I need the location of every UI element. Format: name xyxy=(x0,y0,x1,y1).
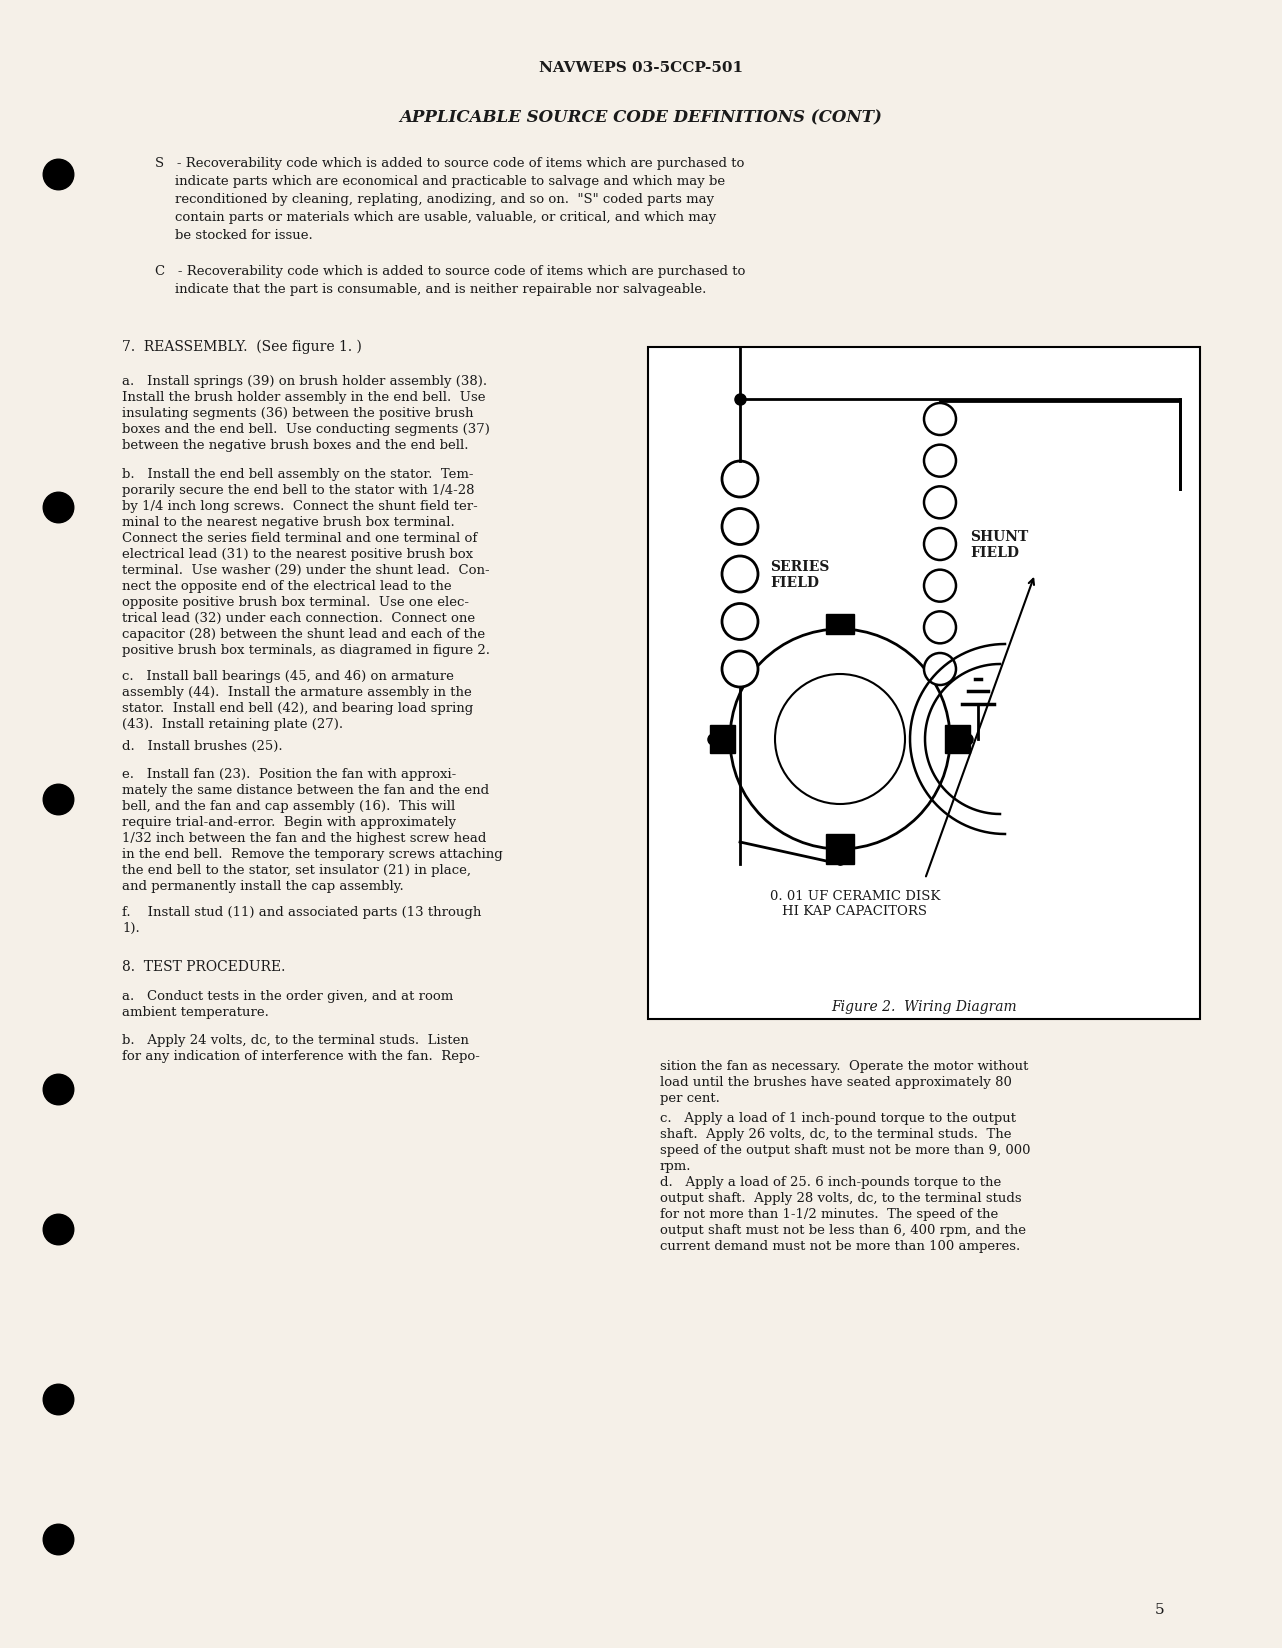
Text: for any indication of interference with the fan.  Repo-: for any indication of interference with … xyxy=(122,1050,479,1063)
Text: bell, and the fan and cap assembly (16).  This will: bell, and the fan and cap assembly (16).… xyxy=(122,799,455,812)
Circle shape xyxy=(722,651,758,687)
Text: boxes and the end bell.  Use conducting segments (37): boxes and the end bell. Use conducting s… xyxy=(122,424,490,435)
Text: for not more than 1-1/2 minutes.  The speed of the: for not more than 1-1/2 minutes. The spe… xyxy=(660,1208,999,1220)
Text: 7.  REASSEMBLY.  (See figure 1. ): 7. REASSEMBLY. (See figure 1. ) xyxy=(122,339,362,354)
Text: reconditioned by cleaning, replating, anodizing, and so on.  "S" coded parts may: reconditioned by cleaning, replating, an… xyxy=(176,193,714,206)
Text: shaft.  Apply 26 volts, dc, to the terminal studs.  The: shaft. Apply 26 volts, dc, to the termin… xyxy=(660,1127,1011,1140)
Text: 1/32 inch between the fan and the highest screw head: 1/32 inch between the fan and the highes… xyxy=(122,832,486,844)
Text: opposite positive brush box terminal.  Use one elec-: opposite positive brush box terminal. Us… xyxy=(122,595,469,608)
Text: porarily secure the end bell to the stator with 1/4-28: porarily secure the end bell to the stat… xyxy=(122,485,474,496)
Text: sition the fan as necessary.  Operate the motor without: sition the fan as necessary. Operate the… xyxy=(660,1060,1028,1073)
Bar xyxy=(945,725,970,753)
Text: ambient temperature.: ambient temperature. xyxy=(122,1005,269,1018)
Text: in the end bell.  Remove the temporary screws attaching: in the end bell. Remove the temporary sc… xyxy=(122,847,503,860)
Text: the end bell to the stator, set insulator (21) in place,: the end bell to the stator, set insulato… xyxy=(122,864,470,877)
Text: stator.  Install end bell (42), and bearing load spring: stator. Install end bell (42), and beari… xyxy=(122,702,473,715)
Text: by 1/4 inch long screws.  Connect the shunt field ter-: by 1/4 inch long screws. Connect the shu… xyxy=(122,499,478,513)
Text: 8.  TEST PROCEDURE.: 8. TEST PROCEDURE. xyxy=(122,959,286,974)
Circle shape xyxy=(924,611,956,644)
Text: nect the opposite end of the electrical lead to the: nect the opposite end of the electrical … xyxy=(122,580,451,593)
Circle shape xyxy=(722,605,758,639)
Text: SERIES
FIELD: SERIES FIELD xyxy=(770,560,829,590)
Text: d.   Install brushes (25).: d. Install brushes (25). xyxy=(122,740,282,753)
Text: terminal.  Use washer (29) under the shunt lead.  Con-: terminal. Use washer (29) under the shun… xyxy=(122,564,490,577)
Circle shape xyxy=(924,488,956,519)
Text: S   - Recoverability code which is added to source code of items which are purch: S - Recoverability code which is added t… xyxy=(155,157,745,170)
Text: b.   Install the end bell assembly on the stator.  Tem-: b. Install the end bell assembly on the … xyxy=(122,468,473,481)
Text: minal to the nearest negative brush box terminal.: minal to the nearest negative brush box … xyxy=(122,516,455,529)
Text: c.   Install ball bearings (45, and 46) on armature: c. Install ball bearings (45, and 46) on… xyxy=(122,669,454,682)
Text: a.   Install springs (39) on brush holder assembly (38).: a. Install springs (39) on brush holder … xyxy=(122,374,487,387)
Text: f.    Install stud (11) and associated parts (13 through: f. Install stud (11) and associated part… xyxy=(122,905,481,918)
Text: speed of the output shaft must not be more than 9, 000: speed of the output shaft must not be mo… xyxy=(660,1144,1031,1157)
Bar xyxy=(647,348,1200,1020)
Text: SHUNT
FIELD: SHUNT FIELD xyxy=(970,529,1028,560)
Bar xyxy=(710,725,735,753)
Circle shape xyxy=(722,461,758,498)
Text: between the negative brush boxes and the end bell.: between the negative brush boxes and the… xyxy=(122,438,468,452)
Text: rpm.: rpm. xyxy=(660,1159,691,1172)
Text: and permanently install the cap assembly.: and permanently install the cap assembly… xyxy=(122,880,404,893)
Text: Install the brush holder assembly in the end bell.  Use: Install the brush holder assembly in the… xyxy=(122,391,486,404)
Text: capacitor (28) between the shunt lead and each of the: capacitor (28) between the shunt lead an… xyxy=(122,628,485,641)
Text: 1).: 1). xyxy=(122,921,140,934)
Text: NAVWEPS 03-5CCP-501: NAVWEPS 03-5CCP-501 xyxy=(538,61,744,74)
Text: 5: 5 xyxy=(1155,1602,1165,1617)
Circle shape xyxy=(722,509,758,545)
Text: output shaft.  Apply 28 volts, dc, to the terminal studs: output shaft. Apply 28 volts, dc, to the… xyxy=(660,1192,1022,1205)
Text: Connect the series field terminal and one terminal of: Connect the series field terminal and on… xyxy=(122,532,477,545)
Text: 0. 01 UF CERAMIC DISK
HI KAP CAPACITORS: 0. 01 UF CERAMIC DISK HI KAP CAPACITORS xyxy=(769,890,940,918)
Text: trical lead (32) under each connection.  Connect one: trical lead (32) under each connection. … xyxy=(122,611,476,625)
Text: C   - Recoverability code which is added to source code of items which are purch: C - Recoverability code which is added t… xyxy=(155,265,745,279)
Text: Figure 2.  Wiring Diagram: Figure 2. Wiring Diagram xyxy=(831,999,1017,1014)
Text: require trial-and-error.  Begin with approximately: require trial-and-error. Begin with appr… xyxy=(122,816,456,829)
Text: output shaft must not be less than 6, 400 rpm, and the: output shaft must not be less than 6, 40… xyxy=(660,1223,1026,1236)
Circle shape xyxy=(924,654,956,686)
Circle shape xyxy=(924,445,956,478)
Circle shape xyxy=(924,404,956,435)
Text: positive brush box terminals, as diagramed in figure 2.: positive brush box terminals, as diagram… xyxy=(122,644,490,656)
Text: indicate parts which are economical and practicable to salvage and which may be: indicate parts which are economical and … xyxy=(176,175,726,188)
Circle shape xyxy=(924,570,956,602)
Bar xyxy=(826,615,854,634)
Text: be stocked for issue.: be stocked for issue. xyxy=(176,229,313,242)
Text: per cent.: per cent. xyxy=(660,1091,720,1104)
Bar xyxy=(826,834,854,865)
Text: indicate that the part is consumable, and is neither repairable nor salvageable.: indicate that the part is consumable, an… xyxy=(176,283,706,297)
Circle shape xyxy=(924,529,956,560)
Text: mately the same distance between the fan and the end: mately the same distance between the fan… xyxy=(122,783,490,796)
Text: a.   Conduct tests in the order given, and at room: a. Conduct tests in the order given, and… xyxy=(122,989,454,1002)
Text: assembly (44).  Install the armature assembly in the: assembly (44). Install the armature asse… xyxy=(122,686,472,699)
Text: c.   Apply a load of 1 inch-pound torque to the output: c. Apply a load of 1 inch-pound torque t… xyxy=(660,1111,1017,1124)
Text: e.   Install fan (23).  Position the fan with approxi-: e. Install fan (23). Position the fan wi… xyxy=(122,768,456,781)
Text: (43).  Install retaining plate (27).: (43). Install retaining plate (27). xyxy=(122,717,344,730)
Text: insulating segments (36) between the positive brush: insulating segments (36) between the pos… xyxy=(122,407,473,420)
Text: load until the brushes have seated approximately 80: load until the brushes have seated appro… xyxy=(660,1076,1011,1088)
Text: electrical lead (31) to the nearest positive brush box: electrical lead (31) to the nearest posi… xyxy=(122,547,473,560)
Text: b.   Apply 24 volts, dc, to the terminal studs.  Listen: b. Apply 24 volts, dc, to the terminal s… xyxy=(122,1033,469,1046)
Circle shape xyxy=(722,557,758,593)
Text: contain parts or materials which are usable, valuable, or critical, and which ma: contain parts or materials which are usa… xyxy=(176,211,717,224)
Text: current demand must not be more than 100 amperes.: current demand must not be more than 100… xyxy=(660,1239,1020,1252)
Text: d.   Apply a load of 25. 6 inch-pounds torque to the: d. Apply a load of 25. 6 inch-pounds tor… xyxy=(660,1175,1001,1188)
Circle shape xyxy=(776,674,905,804)
Text: APPLICABLE SOURCE CODE DEFINITIONS (CONT): APPLICABLE SOURCE CODE DEFINITIONS (CONT… xyxy=(400,109,882,127)
